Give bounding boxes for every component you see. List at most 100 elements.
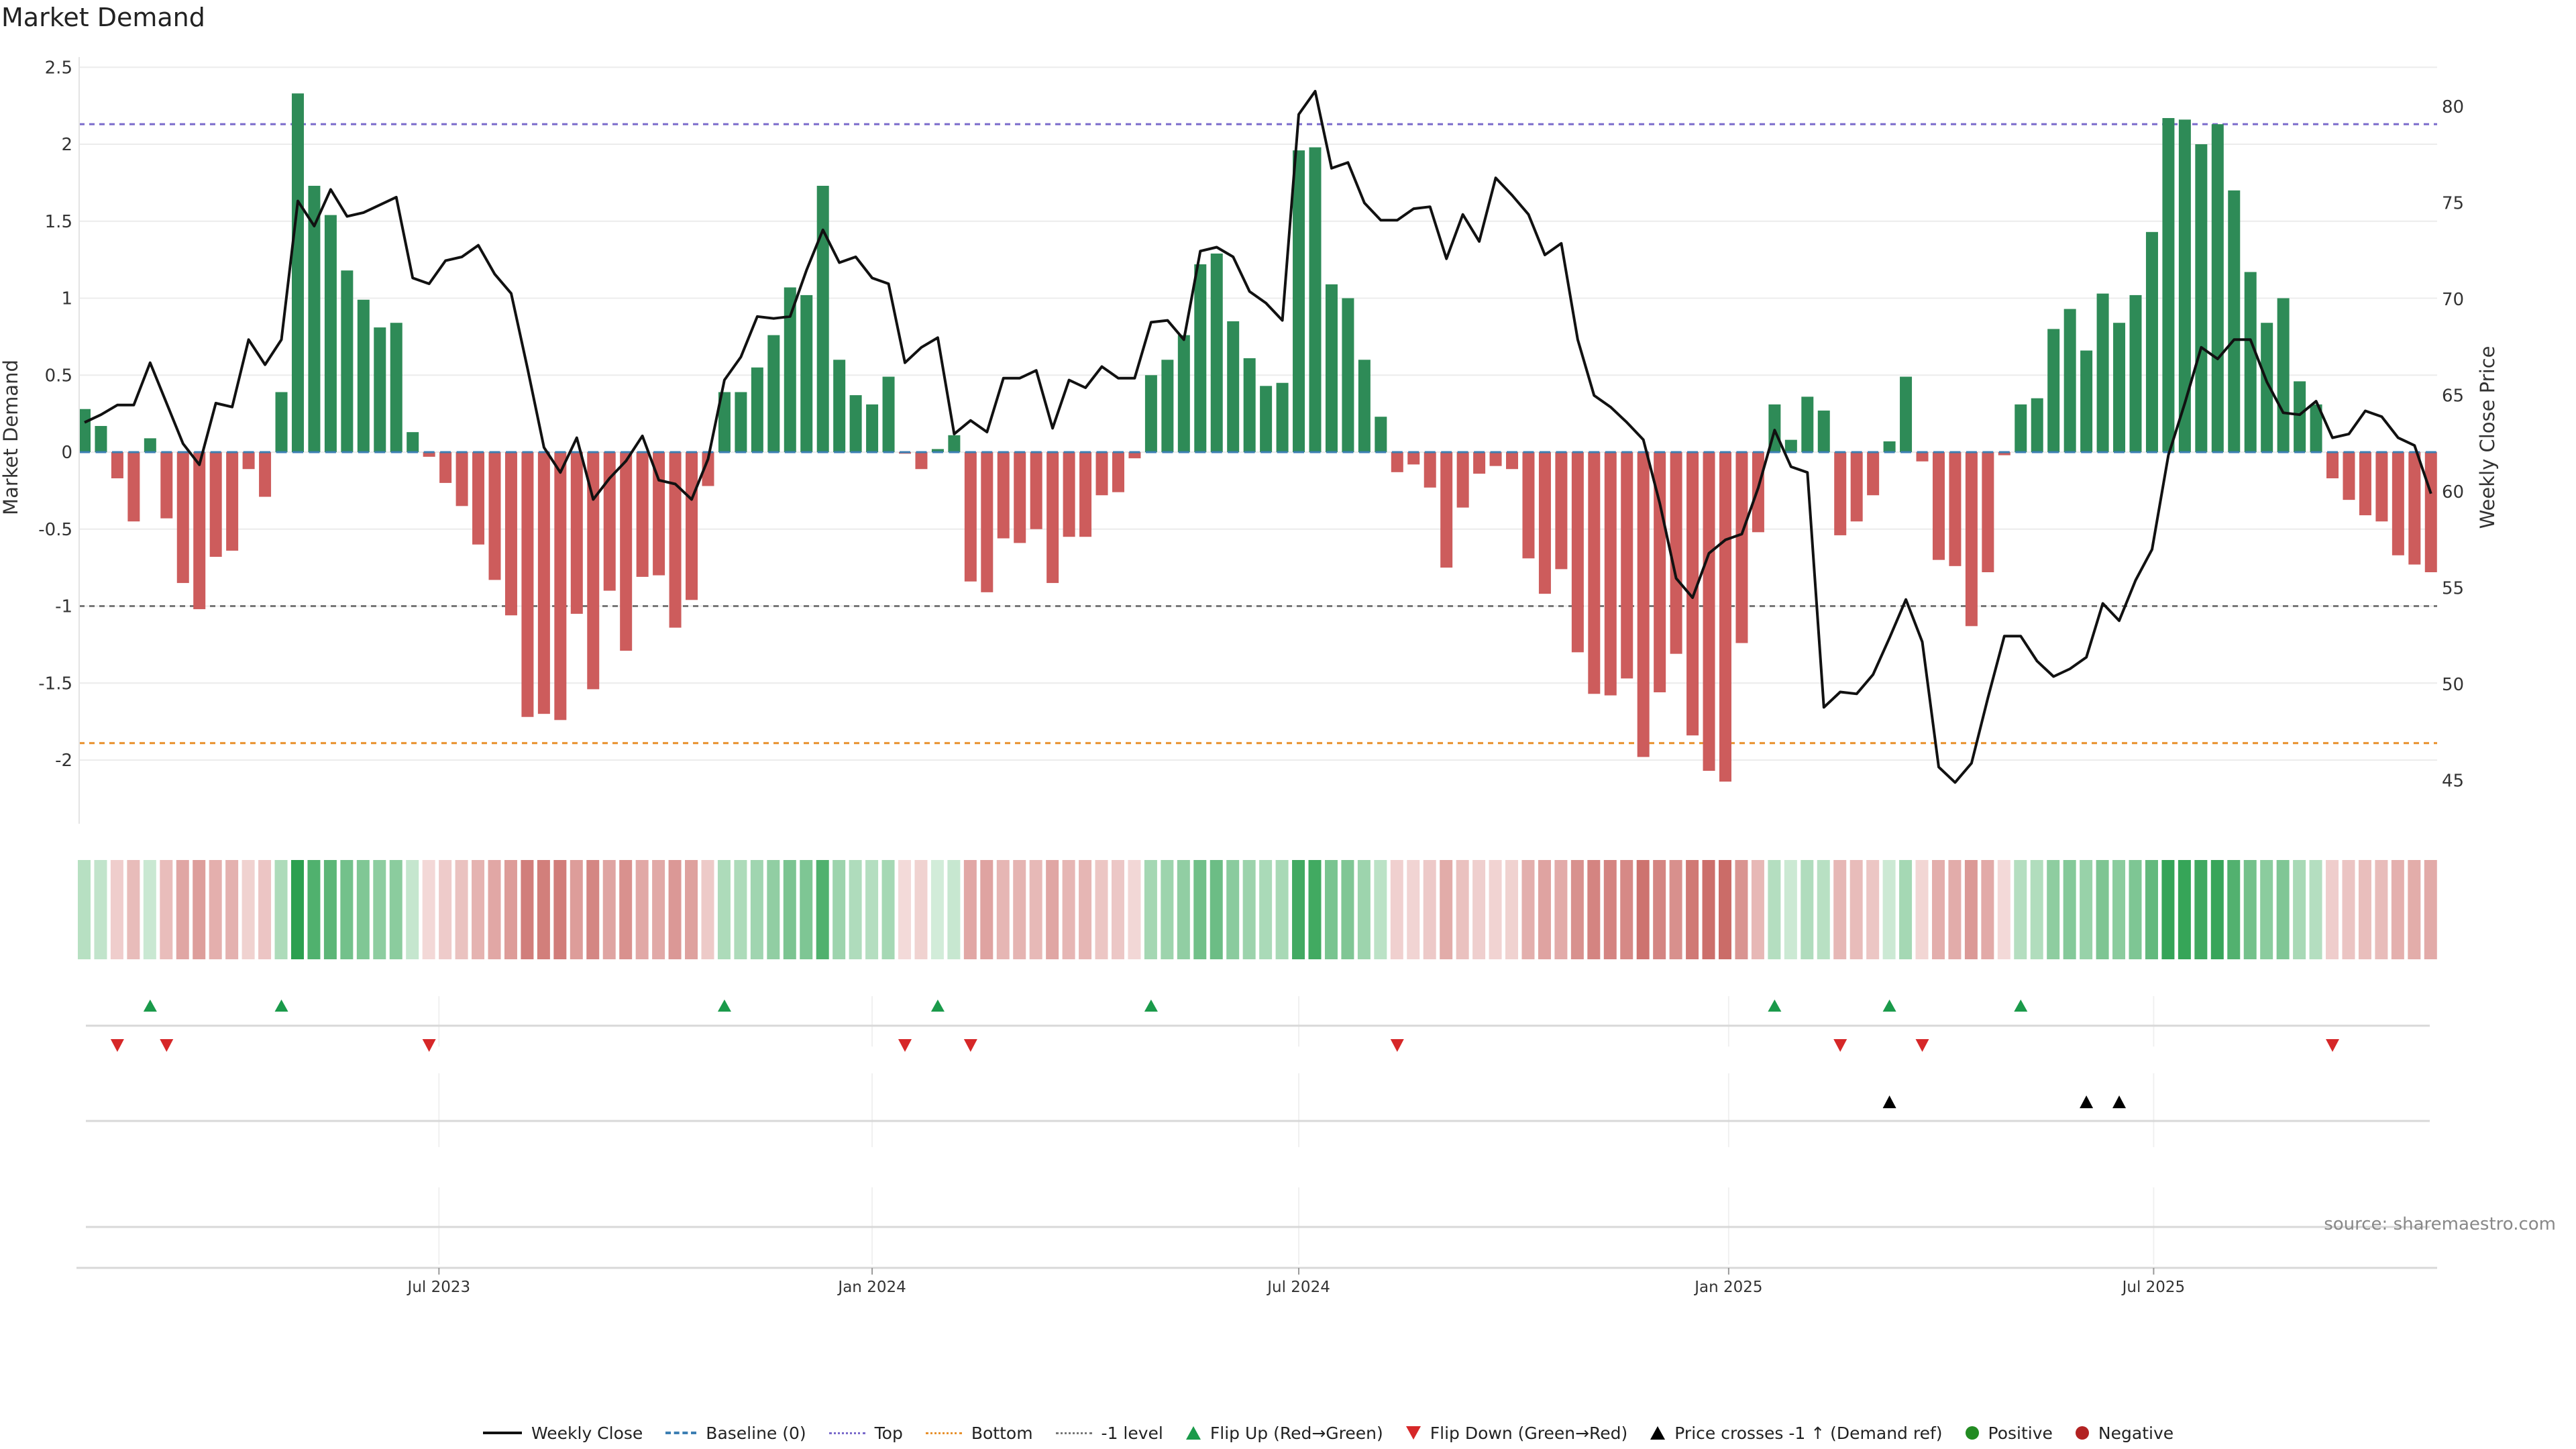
- heat-cell: [2276, 860, 2290, 959]
- negative-bar: [964, 452, 977, 582]
- positive-bar: [1900, 376, 1913, 452]
- heat-cell: [1521, 860, 1535, 959]
- y-right-tick-label: 45: [2442, 771, 2464, 792]
- flip-down-marker-icon: [160, 1039, 174, 1052]
- heat-cell: [865, 860, 879, 959]
- negative-bar: [1440, 452, 1453, 568]
- positive-bar: [407, 432, 419, 452]
- positive-bar: [2080, 350, 2093, 452]
- heat-cell: [1702, 860, 1715, 959]
- heat-cell: [2145, 860, 2158, 959]
- heat-cell: [947, 860, 961, 959]
- heat-cell: [323, 860, 337, 959]
- negative-bar: [1391, 452, 1403, 472]
- legend-bottom: Bottom: [925, 1423, 1033, 1443]
- heat-cell: [143, 860, 156, 959]
- positive-bar: [1276, 382, 1289, 452]
- heat-cell: [1029, 860, 1042, 959]
- negative-bar: [2408, 452, 2421, 565]
- positive-bar: [341, 270, 354, 452]
- heat-cell: [1964, 860, 1978, 959]
- negative-bar: [1604, 452, 1617, 696]
- positive-bar: [1177, 335, 1190, 452]
- x-tick-label: Jul 2025: [2121, 1279, 2186, 1296]
- heat-cell: [1046, 860, 1059, 959]
- heat-cell: [258, 860, 272, 959]
- positive-bar: [1325, 284, 1338, 452]
- heat-cell: [833, 860, 846, 959]
- positive-bar: [931, 449, 944, 452]
- heat-cell: [734, 860, 747, 959]
- negative-bar: [702, 452, 714, 486]
- positive-bar: [767, 335, 780, 452]
- y-axis-label: Market Demand: [0, 360, 22, 515]
- positive-bar: [1260, 386, 1273, 452]
- negative-bar: [686, 452, 698, 600]
- heat-cell: [2293, 860, 2306, 959]
- flip-up-marker-icon: [1768, 1000, 1782, 1012]
- heat-cell: [1686, 860, 1699, 959]
- heat-cell: [2030, 860, 2043, 959]
- heat-cell: [225, 860, 239, 959]
- positive-bar: [784, 287, 796, 452]
- weekly-close-line: [84, 90, 2432, 784]
- legend-negative: Negative: [2075, 1423, 2174, 1443]
- heat-cell: [1161, 860, 1174, 959]
- negative-bar: [1095, 452, 1108, 496]
- heat-cell: [2424, 860, 2437, 959]
- legend: Weekly Close Baseline (0) Top Bottom -1 …: [483, 1419, 2196, 1446]
- heat-cell: [1931, 860, 1945, 959]
- legend-flip-up: Flip Up (Red→Green): [1185, 1423, 1383, 1443]
- heat-cell: [2326, 860, 2339, 959]
- circle-icon: [2075, 1426, 2089, 1440]
- dashed-line-swatch-icon: [665, 1432, 697, 1434]
- positive-bar: [95, 425, 107, 452]
- y-right-axis-label: Weekly Close Price: [2476, 346, 2499, 529]
- heat-cell: [701, 860, 714, 959]
- positive-bar: [2310, 404, 2322, 452]
- positive-bar: [1375, 417, 1387, 452]
- heat-cell: [1259, 860, 1273, 959]
- heat-cell: [389, 860, 402, 959]
- weekly-close-line: [84, 90, 2432, 784]
- heat-cell: [241, 860, 255, 959]
- negative-bar: [111, 452, 123, 479]
- heat-cell: [996, 860, 1010, 959]
- heat-cell: [1784, 860, 1797, 959]
- negative-bar: [1456, 452, 1469, 508]
- negative-bar: [1949, 452, 1962, 566]
- legend-label: Negative: [2098, 1423, 2174, 1443]
- positive-bar: [291, 93, 304, 452]
- negative-bar: [521, 452, 534, 717]
- negative-bar: [1686, 452, 1699, 736]
- heat-cell: [685, 860, 698, 959]
- negative-bar: [226, 452, 239, 551]
- y-right-tick-label: 50: [2442, 675, 2464, 695]
- negative-bar: [1703, 452, 1715, 771]
- positive-bar: [2096, 293, 2109, 452]
- legend-label: Flip Up (Red→Green): [1210, 1423, 1383, 1443]
- positive-bar: [2063, 309, 2076, 452]
- price-cross-marker-icon: [2080, 1095, 2094, 1108]
- heat-cell: [307, 860, 321, 959]
- dotted-line-swatch-icon: [925, 1432, 962, 1434]
- negative-bar: [1112, 452, 1124, 492]
- legend-label: Bottom: [971, 1423, 1033, 1443]
- heat-cell: [2243, 860, 2257, 959]
- heat-cell: [1390, 860, 1403, 959]
- event-markers: [110, 1000, 2340, 1108]
- positive-bar: [866, 404, 879, 452]
- heat-cell: [2342, 860, 2355, 959]
- heat-cell: [586, 860, 600, 959]
- heat-cell: [2309, 860, 2322, 959]
- negative-bar: [209, 452, 222, 557]
- positive-bar: [849, 395, 862, 452]
- negative-bar: [1571, 452, 1584, 653]
- heat-cell: [193, 860, 206, 959]
- heat-cell: [930, 860, 944, 959]
- flip-down-marker-icon: [1833, 1039, 1847, 1052]
- price-cross-marker-icon: [1882, 1095, 1896, 1108]
- negative-bar: [1752, 452, 1764, 533]
- positive-bar: [144, 438, 156, 452]
- heat-cell: [2112, 860, 2126, 959]
